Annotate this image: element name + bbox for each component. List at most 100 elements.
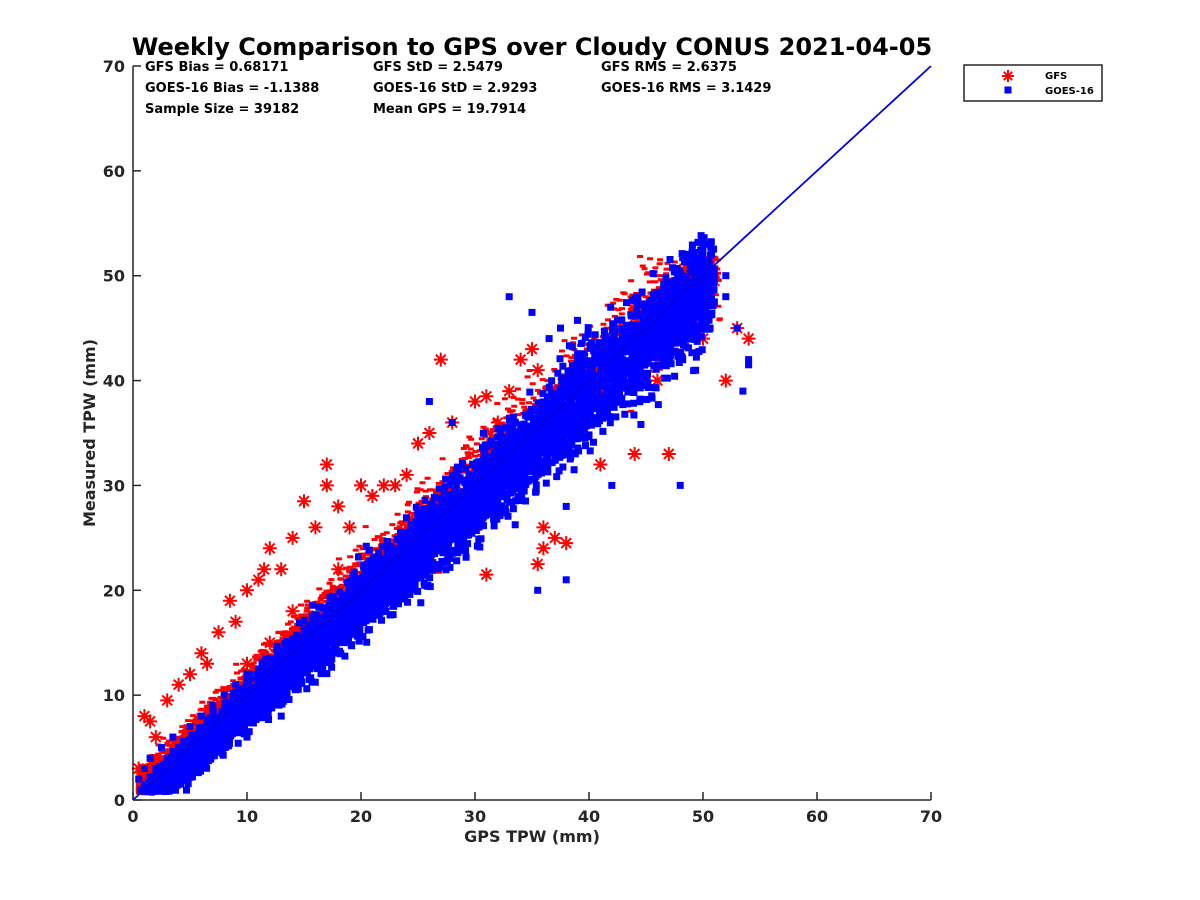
gfs-point [262,541,277,556]
gfs-point [530,363,545,378]
goes16-point [653,345,661,353]
gfs-point [200,656,215,671]
gfs-point [251,572,266,587]
y-tick-label: 30 [103,476,125,495]
goes16-point [557,324,564,332]
goes16-point [169,733,177,741]
y-tick-label: 10 [103,686,125,705]
gfs-point [502,384,517,399]
chart-title: Weekly Comparison to GPS over Cloudy CON… [132,33,932,61]
x-tick-label: 30 [464,807,486,826]
legend-box [963,64,1103,102]
gfs-point [513,352,528,367]
goes16-point [266,654,274,662]
legend-marker-gfs [1002,70,1014,82]
stat-gfs-std: GFS StD = 2.5479 [373,60,503,75]
goes16-point [158,744,165,752]
goes16-point [528,450,536,458]
stat-gfs-bias: GFS Bias = 0.68171 [145,60,288,75]
stat-gfs-rms: GFS RMS = 2.6375 [601,60,737,75]
gfs-point [257,562,272,577]
gfs-point [718,373,733,388]
gfs-point [342,520,357,535]
goes16-point [562,419,570,426]
y-tick-label: 20 [103,581,125,600]
gfs-point [308,520,323,535]
y-tick-label: 60 [103,162,125,181]
gfs-point [285,604,300,619]
goes16-point [517,455,525,463]
goes16-point [534,586,542,594]
goes16-point [676,481,684,489]
x-tick-label: 70 [920,807,942,826]
gfs-point [399,467,414,482]
goes16-point [243,670,251,678]
goes16-point [482,481,490,489]
stat-goes16-std: GOES-16 StD = 2.9293 [373,81,537,96]
gfs-point [661,447,676,461]
goes16-point [152,765,160,772]
goes16-point [745,356,753,364]
legend-label-goes16: GOES-16 [1045,86,1094,97]
goes16-point [505,293,513,301]
goes16-point [232,681,240,689]
goes16-point [357,576,365,584]
goes16-point [596,398,604,405]
goes16-point [448,419,456,426]
reference-line [132,65,932,801]
goes16-point [460,497,468,505]
goes16-point [209,702,217,710]
goes16-point [528,308,536,316]
goes16-point [186,723,194,731]
stat-goes16-bias: GOES-16 Bias = -1.1388 [145,81,319,96]
gfs-point [160,693,175,708]
gfs-point [536,541,551,556]
goes16-point [699,303,707,311]
x-axis-label: GPS TPW (mm) [464,827,600,846]
x-tick-label: 0 [127,807,138,826]
goes16-point [175,775,183,783]
goes16-point [311,618,319,626]
gfs-point [137,709,152,724]
gfs-point [411,436,425,451]
legend-label-gfs: GFS [1045,71,1067,82]
goes16-point [380,560,388,568]
gfs-point [354,478,368,493]
goes16-point [323,607,331,615]
goes16-point [471,492,479,500]
goes16-point [745,361,753,369]
y-tick-label: 40 [103,372,125,391]
gfs-point [741,331,756,346]
gfs-point [530,557,545,572]
gfs-point [536,520,551,535]
gfs-point [262,635,277,650]
goes16-point [277,712,285,720]
gfs-point [547,530,562,545]
gfs-point [331,562,346,577]
gfs-point [593,457,608,472]
goes16-point [289,639,297,647]
gfs-point [183,667,197,682]
goes16-point [277,649,285,657]
x-tick-label: 20 [350,807,372,826]
goes16-point [220,691,228,699]
y-tick-label: 70 [103,57,125,76]
x-tick-label: 40 [578,807,600,826]
y-tick-label: 0 [114,791,125,810]
stat-goes16-rms: GOES-16 RMS = 3.1429 [601,81,771,96]
stats-annotations: GFS Bias = 0.68171 GFS StD = 2.5479 GFS … [145,60,771,117]
goes16-point [733,324,741,332]
gfs-point [388,478,403,493]
goes16-point [220,744,228,752]
goes16-point [152,780,160,788]
goes16-point [619,377,627,385]
gfs-point [365,488,380,503]
goes16-point [146,754,154,762]
gfs-point [479,389,494,404]
goes16-point [425,398,433,405]
goes16-point [722,272,730,280]
goes16-point [665,335,673,343]
gfs-point [194,646,209,661]
legend-marker-goes16 [1004,86,1012,94]
